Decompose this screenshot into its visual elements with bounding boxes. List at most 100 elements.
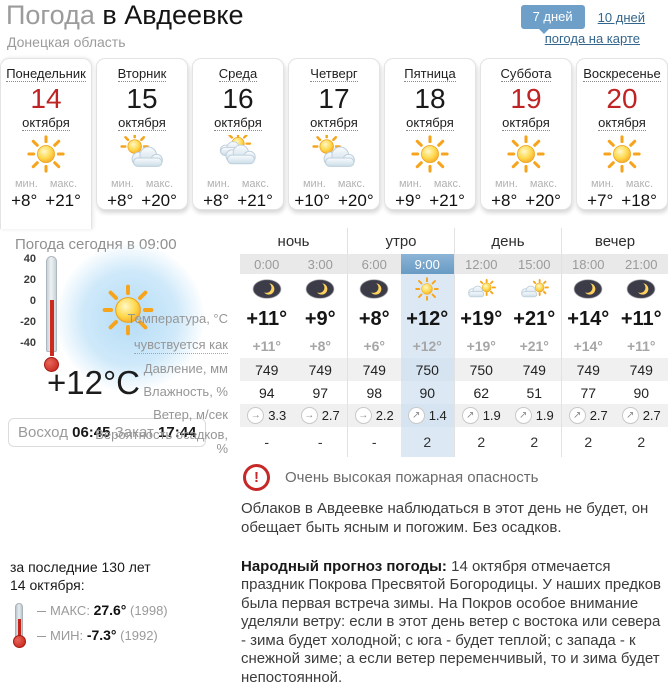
cell-precip-3: 2 [401,427,455,457]
hour-weather-icon [240,274,294,304]
page-title-city: в Авдеевке [102,0,243,30]
min-label: мин. [111,178,134,190]
wind-direction-icon: ↗ [462,407,479,424]
day-weather-icon [385,135,475,177]
time-cell-9:00[interactable]: 9:00 [401,254,455,274]
thermo-scale-mark: -40 [10,337,36,349]
cell-press-0: 749 [240,358,294,381]
sun-icon [411,135,449,173]
day-date: 17 [289,84,379,114]
day-name-link[interactable]: Пятница [385,66,475,81]
min-label: мин. [495,178,518,190]
thermometer-icon [44,256,58,364]
cell-precip-7: 2 [615,427,668,457]
time-cell-15:00[interactable]: 15:00 [508,254,562,274]
time-cell-0:00[interactable]: 0:00 [240,254,294,274]
sun-behind-clouds-icon [215,135,261,166]
sunrise-label: Восход [18,424,68,441]
day-card-16[interactable]: Среда 16 октября мин.макс. +8°+21° [192,58,284,210]
moon-icon [305,279,335,299]
row-label-precip: Вероятность осадков, % [95,427,240,457]
day-month-link[interactable]: октября [1,115,91,130]
weather-map-link[interactable]: погода на карте [545,31,640,46]
day-card-18[interactable]: Пятница 18 октября мин.макс. +9°+21° [384,58,476,210]
folk-forecast-text: Народный прогноз погоды: 14 октября отме… [241,558,667,687]
cell-hum-5: 51 [508,381,562,404]
cell-feels-5: +21° [508,334,562,358]
day-month-link[interactable]: октября [481,115,571,130]
historical-records: за последние 130 лет 14 октября: МАКС: 2… [10,558,228,651]
row-label-temp: Температура, °C [95,304,240,334]
day-card-20[interactable]: Воскресенье 20 октября мин.макс. +7°+18° [576,58,668,210]
wind-direction-icon: ↗ [515,407,532,424]
cell-press-5: 749 [508,358,562,381]
cloud-sun-icon [518,279,550,300]
day-card-17[interactable]: Четверг 17 октября мин.макс. +10°+20° [288,58,380,210]
day-date: 18 [385,84,475,114]
day-name-link[interactable]: Четверг [289,66,379,81]
cell-hum-2: 98 [347,381,401,404]
day-weather-icon [577,135,667,177]
cell-wind-3: ↗1.4 [401,404,455,427]
day-month-link[interactable]: октября [97,115,187,130]
max-label: макс. [626,178,653,190]
day-weather-icon [1,135,91,177]
record-max-year: (1998) [130,603,168,618]
cell-wind-5: ↗1.9 [508,404,562,427]
record-min-year: (1992) [120,628,158,643]
max-label: макс. [50,178,77,190]
period-label-1: ночь [240,228,347,254]
hour-weather-icon [294,274,348,304]
range-10days-link[interactable]: 10 дней [598,10,645,25]
day-weather-icon [289,135,379,177]
time-cell-3:00[interactable]: 3:00 [294,254,348,274]
day-month-link[interactable]: октября [289,115,379,130]
day-name-link[interactable]: Воскресенье [577,66,667,81]
cell-press-1: 749 [294,358,348,381]
hour-weather-icon [561,274,615,304]
day-name-link[interactable]: Вторник [97,66,187,81]
min-temp: +9° [395,191,421,211]
day-cards: Понедельник 14 октября мин.макс. +8°+21°… [0,58,668,229]
moon-icon [252,279,282,299]
cell-wind-1: →2.7 [294,404,348,427]
time-cell-12:00[interactable]: 12:00 [454,254,508,274]
warning-icon: ! [243,464,270,491]
time-cell-21:00[interactable]: 21:00 [615,254,668,274]
day-month-link[interactable]: октября [193,115,283,130]
day-date: 15 [97,84,187,114]
day-month-link[interactable]: октября [577,115,667,130]
thermo-scale-mark: 0 [10,295,36,307]
cell-hum-1: 97 [294,381,348,404]
day-card-14[interactable]: Понедельник 14 октября мин.макс. +8°+21° [0,58,92,229]
day-date: 16 [193,84,283,114]
mini-thermometer-icon [12,603,25,647]
day-card-19[interactable]: Суббота 19 октября мин.макс. +8°+20° [480,58,572,210]
day-name-link[interactable]: Суббота [481,66,571,81]
row-label-feels[interactable]: чувствуется как [95,334,240,358]
min-temp: +7° [587,191,613,211]
region-subtitle: Донецкая область [7,34,126,50]
cell-temp-7: +11° [615,304,668,334]
day-date: 19 [481,84,571,114]
max-temp: +21° [429,191,465,211]
alert-text: Очень высокая пожарная опасность [285,469,538,486]
cell-feels-4: +19° [454,334,508,358]
day-card-15[interactable]: Вторник 15 октября мин.макс. +8°+20° [96,58,188,210]
time-cell-6:00[interactable]: 6:00 [347,254,401,274]
cell-temp-2: +8° [347,304,401,334]
cell-precip-4: 2 [454,427,508,457]
range-7days-button[interactable]: 7 дней [521,5,585,29]
day-month-link[interactable]: октября [385,115,475,130]
cell-temp-0: +11° [240,304,294,334]
time-cell-18:00[interactable]: 18:00 [561,254,615,274]
day-name-link[interactable]: Понедельник [1,66,91,81]
period-label-3: день [454,228,561,254]
day-name-link[interactable]: Среда [193,66,283,81]
cell-press-3: 750 [401,358,455,381]
min-label: мин. [303,178,326,190]
min-temp: +8° [11,191,37,211]
moon-icon [573,279,603,299]
cell-wind-6: ↗2.7 [561,404,615,427]
